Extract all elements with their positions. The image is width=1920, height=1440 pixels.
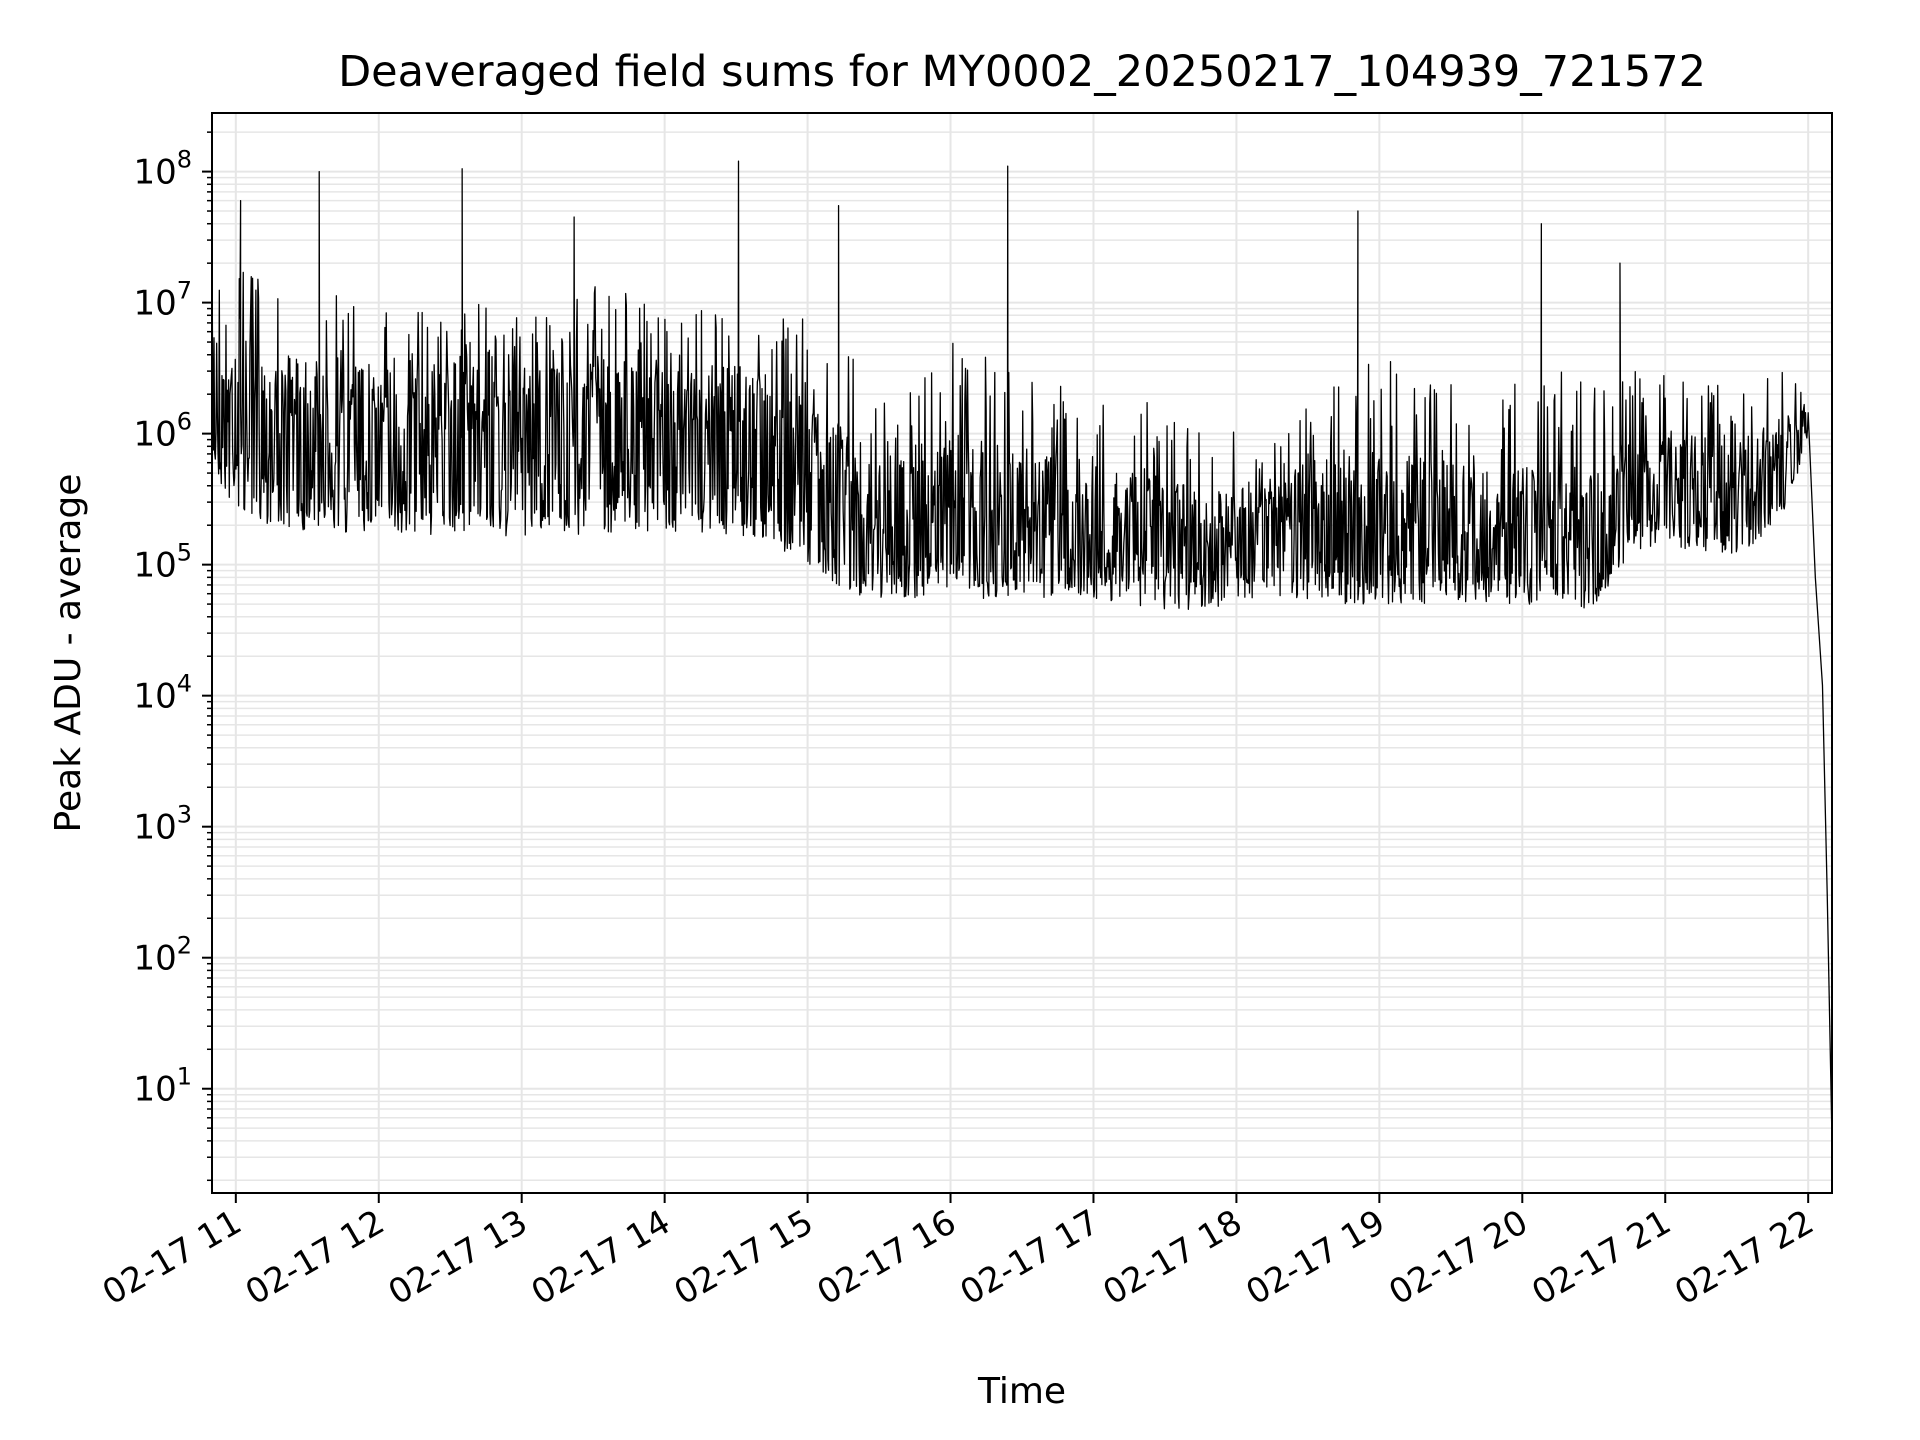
x-tick-label: 02-17 18 bbox=[1097, 1202, 1249, 1313]
plot-frame bbox=[211, 112, 1833, 1194]
y-tick-label: 102 bbox=[133, 932, 192, 979]
series-line bbox=[211, 160, 1833, 1141]
plot-background bbox=[212, 113, 1832, 1193]
x-tick-label: 02-17 21 bbox=[1525, 1202, 1677, 1313]
x-tick-label: 02-17 14 bbox=[525, 1202, 677, 1313]
y-tick-label: 105 bbox=[133, 539, 192, 586]
y-axis-label: Peak ADU - average bbox=[48, 474, 89, 833]
y-axis: 101 102 103 104 105 106 107 108 bbox=[133, 131, 212, 1182]
x-tick-label: 02-17 22 bbox=[1668, 1202, 1820, 1313]
y-tick-label: 106 bbox=[133, 408, 192, 455]
x-tick-label: 02-17 13 bbox=[382, 1202, 534, 1313]
y-tick-label: 104 bbox=[133, 670, 192, 717]
y-tick-label: 103 bbox=[133, 801, 192, 848]
x-tick-label: 02-17 19 bbox=[1239, 1202, 1391, 1313]
series-group bbox=[211, 160, 1833, 1141]
y-tick-label: 101 bbox=[133, 1063, 192, 1110]
x-tick-label: 02-17 11 bbox=[96, 1202, 248, 1313]
x-axis-label: Time bbox=[977, 1371, 1066, 1412]
x-tick-label: 02-17 12 bbox=[239, 1202, 391, 1313]
x-tick-label: 02-17 17 bbox=[954, 1202, 1106, 1313]
y-tick-label: 107 bbox=[133, 277, 192, 324]
y-tick-label: 108 bbox=[133, 146, 192, 193]
chart-title: Deaveraged field sums for MY0002_2025021… bbox=[338, 47, 1706, 97]
x-tick-label: 02-17 16 bbox=[811, 1202, 963, 1313]
x-tick-label: 02-17 20 bbox=[1382, 1202, 1534, 1313]
x-tick-label: 02-17 15 bbox=[668, 1202, 820, 1313]
